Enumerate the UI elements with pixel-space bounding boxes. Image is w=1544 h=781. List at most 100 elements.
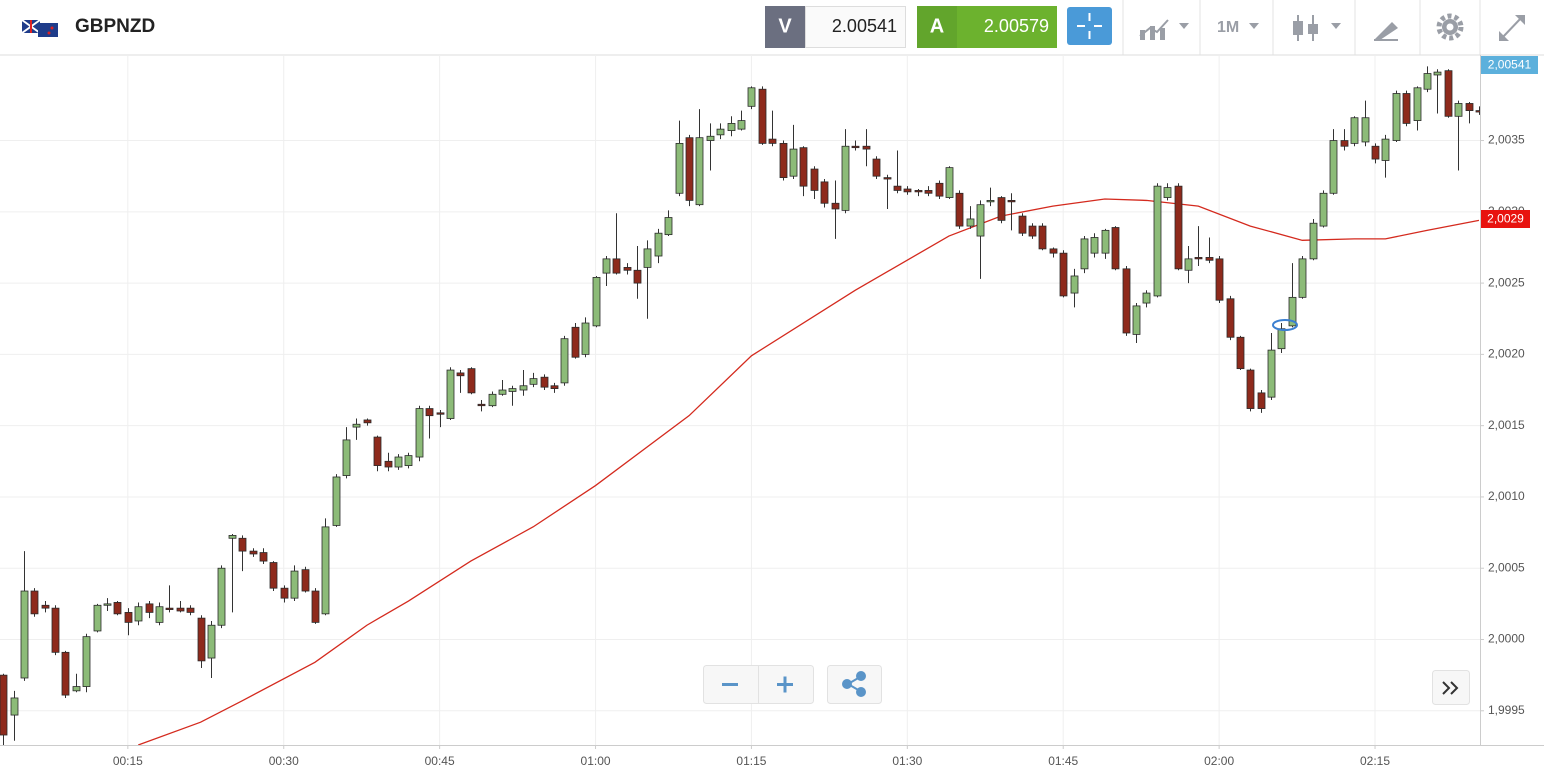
candle-body [716,128,725,136]
draw-tool-button[interactable] [1374,22,1398,41]
expand-button[interactable] [1499,15,1525,41]
candle-body [82,636,91,687]
candle-body [1371,145,1380,160]
timeframe[interactable]: 1M [1217,19,1239,36]
candle-body [155,606,164,623]
candle-body [789,148,798,177]
candle-body [0,674,8,736]
candle-body [758,88,767,144]
x-tick-label: 01:30 [892,754,922,768]
candle-body [1288,296,1297,327]
candle-body [134,606,143,622]
candle-body [706,135,715,141]
candle-body [1392,93,1401,141]
candle-body [446,369,455,419]
candle-body [997,197,1006,221]
y-tick-label: 2,0000 [1488,632,1525,646]
candle-body [1277,328,1286,350]
candle-body [1132,305,1141,335]
settings-button[interactable] [1436,13,1464,41]
candle-body [945,167,954,198]
candle-body [955,192,964,227]
crosshair-icon [1077,13,1102,39]
candle-body [1361,117,1370,143]
crosshair-button[interactable] [1067,7,1112,45]
x-tick-label: 00:15 [113,754,143,768]
share-button[interactable] [827,665,882,704]
dropdown-arrow [1249,23,1259,29]
candle-body [893,185,902,191]
plot-area [0,66,1480,745]
x-tick-label: 02:00 [1204,754,1234,768]
candle-style-button[interactable] [1293,15,1341,41]
candle-body [1049,248,1058,254]
candle-body [103,603,112,606]
bid-price-label: 2,00541 [1488,58,1532,72]
candle-body [903,188,912,193]
candle-body [1402,93,1411,124]
candle-body [404,455,413,466]
candle-body [799,147,808,187]
ask-price: 2.00579 [984,16,1049,36]
ticks: 1,9995 2,0000 2,0005 2,0010 2,0015 2,0020 2,00… [113,133,1525,768]
flag-icon [21,19,58,37]
bid-button[interactable] [765,6,805,48]
zoom-in-button[interactable] [777,676,793,693]
bid-price-tag [1481,56,1538,74]
candle-body [186,607,195,613]
candle-body [1038,225,1047,250]
bid-box[interactable] [805,6,906,48]
candle-body [30,590,39,615]
candle-body [342,439,351,476]
candle-body [1444,70,1453,117]
candle-body [883,177,892,180]
candle-body [643,248,652,268]
candle-body [311,590,320,623]
candle-body [259,552,268,562]
candle-body [508,388,517,392]
candle-body [571,326,580,358]
candle-body [456,372,465,377]
candle-body [1007,200,1016,203]
candle-body [301,569,310,592]
candle-body [280,587,289,599]
candle-body [72,686,81,692]
header: GBPNZD V 2.00541 A 2.00579 1M [0,0,1544,56]
scroll-end-button[interactable] [1432,670,1470,705]
candle-body [61,651,70,696]
candle-body [415,408,424,458]
candle-body [654,232,663,257]
candle-body [1194,257,1203,260]
y-tick-label: 2,0035 [1488,133,1525,147]
candle-body [1298,258,1307,298]
candle-body [436,412,445,415]
scroll-end-icon [1442,681,1459,695]
y-tick-label: 2,0025 [1488,275,1525,289]
ask-button[interactable] [917,6,957,48]
candle-body [1381,138,1390,161]
candle-body [197,617,206,662]
candle-body [1111,227,1120,270]
candle-body [602,258,611,274]
candle-body [10,697,19,716]
candle-body [1163,187,1172,198]
chart-type-button[interactable] [1139,19,1189,40]
candle-body [249,550,258,555]
candle-body [831,202,840,210]
candle-body [93,604,102,632]
ask-box[interactable] [957,6,1057,48]
candle-body [113,602,122,615]
candle-body [290,570,299,599]
candle-body [914,190,923,193]
candle-body [623,267,632,271]
candle-body [727,123,736,131]
candle-body [394,456,403,468]
candle-body [581,322,590,355]
candle-body [986,200,995,203]
candle-body [352,423,361,428]
candle-body [373,436,382,466]
candle-body [1153,185,1162,297]
candle-body [477,403,486,407]
candle-body [1465,103,1474,111]
candle-body [1433,71,1442,76]
